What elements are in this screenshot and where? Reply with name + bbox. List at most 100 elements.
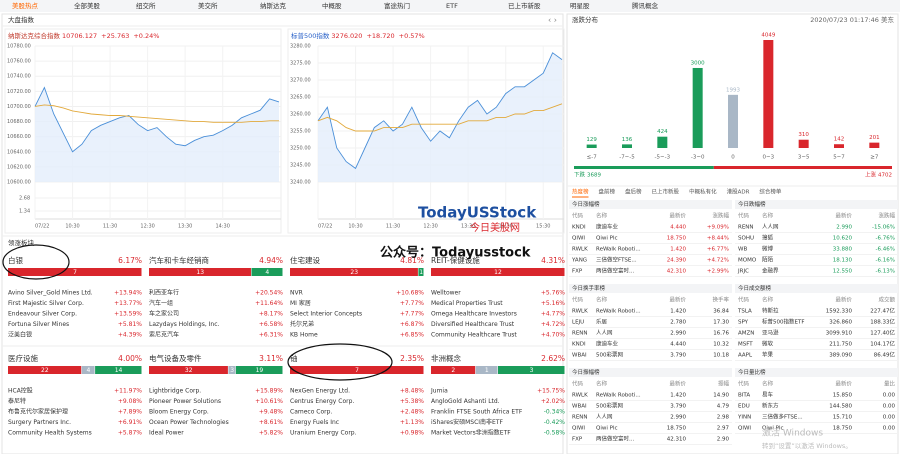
stock-name[interactable]: Jumia bbox=[430, 388, 448, 395]
stock-change: +2.48% bbox=[400, 409, 424, 416]
stock-name[interactable]: 布鲁克代尔家居保护理 bbox=[8, 408, 68, 416]
stock-name[interactable]: Select Interior Concepts bbox=[290, 311, 362, 318]
stock-name[interactable]: 索尼克汽车 bbox=[149, 331, 179, 339]
stock-change: +8.61% bbox=[259, 419, 283, 426]
bar-category-label: -3~0 bbox=[691, 155, 705, 161]
stock-name[interactable]: First Majestic Silver Corp. bbox=[8, 300, 84, 307]
stock-name[interactable]: Pioneer Power Solutions bbox=[149, 398, 221, 405]
highlight-circle bbox=[287, 343, 393, 381]
stock-name[interactable]: 泰尼特 bbox=[8, 397, 26, 405]
nav-tab[interactable]: 纽交所 bbox=[136, 1, 156, 10]
stock-name[interactable]: Ocean Power Technologies bbox=[149, 419, 229, 426]
table-cell: 227.47亿 bbox=[870, 307, 895, 315]
stock-name[interactable]: Market Vectors非洲指数ETF bbox=[431, 429, 511, 437]
nav-tab[interactable]: 纳斯达克 bbox=[260, 1, 287, 10]
price-line bbox=[34, 86, 280, 153]
stock-name[interactable]: Lightbridge Corp. bbox=[149, 388, 201, 395]
stock-name[interactable]: Centrus Energy Corp. bbox=[290, 398, 354, 405]
table-cell: -6.46% bbox=[876, 247, 895, 253]
stock-name[interactable]: 车之家公司 bbox=[149, 310, 179, 318]
stock-change: -0.42% bbox=[544, 419, 566, 426]
stock-name[interactable]: HCA控股 bbox=[8, 387, 33, 395]
column-header: 代码 bbox=[572, 380, 584, 388]
sector-count-label: 13 bbox=[196, 269, 204, 276]
stock-name[interactable]: Uranium Energy Corp. bbox=[290, 430, 357, 437]
stock-name[interactable]: Bloom Energy Corp. bbox=[149, 409, 209, 416]
ranking-tab[interactable]: 中概私有化 bbox=[689, 188, 717, 196]
ranking-tab[interactable]: 热度榜 bbox=[572, 188, 589, 196]
stock-name[interactable]: Diversified Healthcare Trust bbox=[431, 321, 515, 328]
sector-change: 4.81% bbox=[400, 256, 424, 265]
distribution-bar bbox=[798, 139, 809, 148]
stock-name[interactable]: Omega Healthcare Investors bbox=[431, 311, 517, 318]
x-tick-label: 07/22 bbox=[318, 224, 332, 230]
table-cell: 康迪车业 bbox=[596, 340, 619, 348]
y-tick-label: 10620.00 bbox=[7, 164, 31, 170]
stock-name[interactable]: Medical Properties Trust bbox=[431, 300, 503, 307]
y-tick-label: 3240.00 bbox=[290, 180, 311, 186]
stock-name[interactable]: 汽车一组 bbox=[149, 299, 173, 307]
table-title: 今日涨幅榜 bbox=[572, 200, 600, 208]
stock-name[interactable]: Energy Fuels Inc bbox=[290, 419, 339, 426]
stock-name[interactable]: MI 家居 bbox=[290, 299, 311, 307]
table-cell: 4.79 bbox=[717, 404, 730, 410]
ranking-tab[interactable]: 已上市新股 bbox=[652, 188, 680, 196]
stock-name[interactable]: Community Healthcare Trust bbox=[431, 332, 517, 339]
nav-tab[interactable]: ETF bbox=[446, 2, 458, 10]
ranking-tab[interactable]: 综合榜单 bbox=[759, 188, 782, 196]
nav-tab[interactable]: 已上市新股 bbox=[508, 1, 541, 10]
stock-change: +5.87% bbox=[118, 430, 142, 437]
nav-tab[interactable]: 明星股 bbox=[570, 2, 590, 10]
stock-change: +13.59% bbox=[114, 311, 142, 318]
nav-tab[interactable]: 中概股 bbox=[322, 1, 342, 10]
ranking-tab[interactable]: 盘后榜 bbox=[625, 188, 642, 196]
table-cell: 144.580 bbox=[829, 404, 852, 410]
y-tick-label: 10600.00 bbox=[7, 180, 31, 186]
sector-count-label: 7 bbox=[355, 367, 359, 374]
stock-name[interactable]: Welltower bbox=[431, 290, 461, 297]
column-header: 代码 bbox=[738, 380, 750, 388]
nav-tab[interactable]: 美股热点 bbox=[12, 1, 39, 10]
sector-count-bar bbox=[235, 366, 283, 374]
x-tick-label: 13:30 bbox=[178, 224, 192, 230]
stock-name[interactable]: Surgery Partners Inc. bbox=[8, 419, 71, 426]
stock-name[interactable]: Fortuna Silver Mines bbox=[8, 321, 69, 328]
stock-name[interactable]: Cameco Corp. bbox=[290, 409, 332, 416]
nav-tab[interactable]: 全部美股 bbox=[74, 1, 101, 10]
ranking-tab[interactable]: 盘前榜 bbox=[599, 188, 616, 196]
bar-value-label: 424 bbox=[657, 129, 668, 135]
stock-name[interactable]: NVR bbox=[290, 290, 303, 297]
table-cell: ReWalk Roboti... bbox=[596, 393, 641, 399]
nav-tab[interactable]: 富途热门 bbox=[384, 1, 410, 10]
stock-name[interactable]: AngloGold Ashanti Ltd. bbox=[431, 398, 500, 405]
stock-name[interactable]: Avino Silver_Gold Mines Ltd. bbox=[8, 290, 93, 297]
table-cell: FXP bbox=[572, 437, 583, 443]
table-cell: 新东方 bbox=[762, 402, 779, 410]
stock-name[interactable]: 泛美白银 bbox=[8, 331, 32, 339]
nav-tab[interactable]: 美交所 bbox=[198, 1, 218, 10]
stock-name[interactable]: NexGen Energy Ltd. bbox=[290, 388, 350, 395]
ranking-tab[interactable]: 港股ADR bbox=[727, 188, 750, 196]
stock-change: +8.48% bbox=[400, 388, 424, 395]
stock-name[interactable]: KB Home bbox=[290, 332, 318, 339]
average-line bbox=[34, 104, 279, 123]
y-tick-label: 3280.00 bbox=[290, 44, 311, 50]
stock-name[interactable]: 利西亚车行 bbox=[149, 289, 179, 297]
table-cell: 2.780 bbox=[670, 320, 686, 326]
nav-tab[interactable]: 腾讯概念 bbox=[632, 1, 659, 10]
stock-name[interactable]: Lazydays Holdings, Inc. bbox=[149, 321, 220, 328]
stock-name[interactable]: Ideal Power bbox=[149, 430, 184, 437]
sector-name: REIT-保健设施 bbox=[431, 255, 480, 265]
stock-name[interactable]: iShares安硕MSCI南非ETF bbox=[431, 418, 504, 426]
table-cell: 500彩票网 bbox=[596, 402, 623, 410]
stock-name[interactable]: Franklin FTSE South Africa ETF bbox=[431, 409, 523, 416]
bar-category-label: 0~3 bbox=[763, 155, 775, 161]
x-tick-label: 10:30 bbox=[65, 224, 79, 230]
index-name: 纳斯达克综合指数 bbox=[8, 31, 61, 40]
stock-name[interactable]: Endeavour Silver Corp. bbox=[8, 311, 77, 318]
column-header: 最新价 bbox=[835, 212, 852, 220]
stock-name[interactable]: Community Health Systems bbox=[8, 430, 92, 437]
stock-name[interactable]: 托尔兄弟 bbox=[290, 320, 314, 328]
sector-count-label: 32 bbox=[185, 367, 193, 374]
table-cell: 18.750 bbox=[833, 426, 853, 432]
